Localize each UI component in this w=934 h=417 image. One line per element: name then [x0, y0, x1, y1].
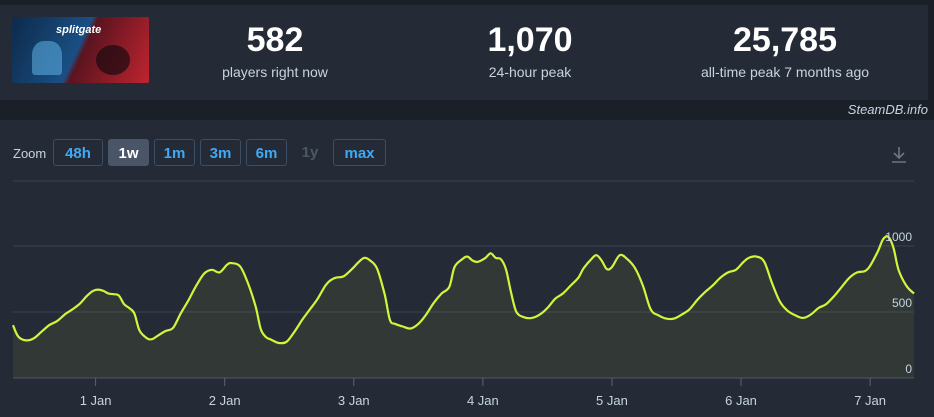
download-icon[interactable] — [889, 145, 909, 165]
zoom-button-48h[interactable]: 48h — [53, 139, 103, 166]
x-tick-label: 1 Jan — [80, 393, 112, 408]
x-tick-label: 7 Jan — [854, 393, 886, 408]
zoom-button-max[interactable]: max — [333, 139, 386, 166]
stat-value: 25,785 — [733, 21, 837, 59]
y-tick-label: 0 — [905, 362, 912, 376]
zoom-label: Zoom — [13, 146, 47, 161]
banner-character-left — [32, 41, 62, 75]
x-tick-label: 4 Jan — [467, 393, 499, 408]
zoom-button-1y: 1y — [301, 144, 319, 161]
steamdb-watermark[interactable]: SteamDB.info — [847, 102, 928, 117]
x-tick-label: 5 Jan — [596, 393, 628, 408]
player-series-line[interactable] — [11, 235, 915, 345]
x-tick-label: 6 Jan — [725, 393, 757, 408]
zoom-button-1m[interactable]: 1m — [154, 139, 195, 166]
x-tick-label: 3 Jan — [338, 393, 370, 408]
x-tick-label: 2 Jan — [209, 393, 241, 408]
player-area-fill — [13, 236, 914, 378]
chart-panel — [0, 120, 934, 417]
banner-character-right — [96, 45, 130, 75]
stat-label: players right now — [222, 64, 328, 80]
stat-alltime-peak: 25,785 all-time peak 7 months ago — [680, 22, 890, 80]
stat-label: 24-hour peak — [488, 64, 572, 80]
stat-24h-peak: 1,070 24-hour peak — [455, 22, 605, 80]
stat-value: 582 — [246, 21, 304, 59]
y-tick-label: 1000 — [885, 230, 912, 244]
stat-current-players: 582 players right now — [200, 22, 350, 80]
zoom-button-6m[interactable]: 6m — [246, 139, 287, 166]
stat-label: all-time peak 7 months ago — [700, 64, 870, 80]
player-count-chart[interactable]: 1 Jan 2 Jan 3 Jan 4 Jan 5 Jan 6 Jan 7 Jan 0 500… — [0, 170, 934, 417]
stats-card — [0, 5, 928, 100]
game-banner[interactable]: splitgate — [12, 17, 149, 83]
zoom-button-3m[interactable]: 3m — [200, 139, 241, 166]
stats-header: splitgate 582 players right now 1,070 24… — [0, 0, 934, 100]
stat-value: 1,070 — [487, 21, 573, 59]
zoom-button-1w[interactable]: 1w — [108, 139, 149, 166]
y-tick-label: 500 — [892, 296, 912, 310]
banner-logo: splitgate — [56, 24, 102, 36]
